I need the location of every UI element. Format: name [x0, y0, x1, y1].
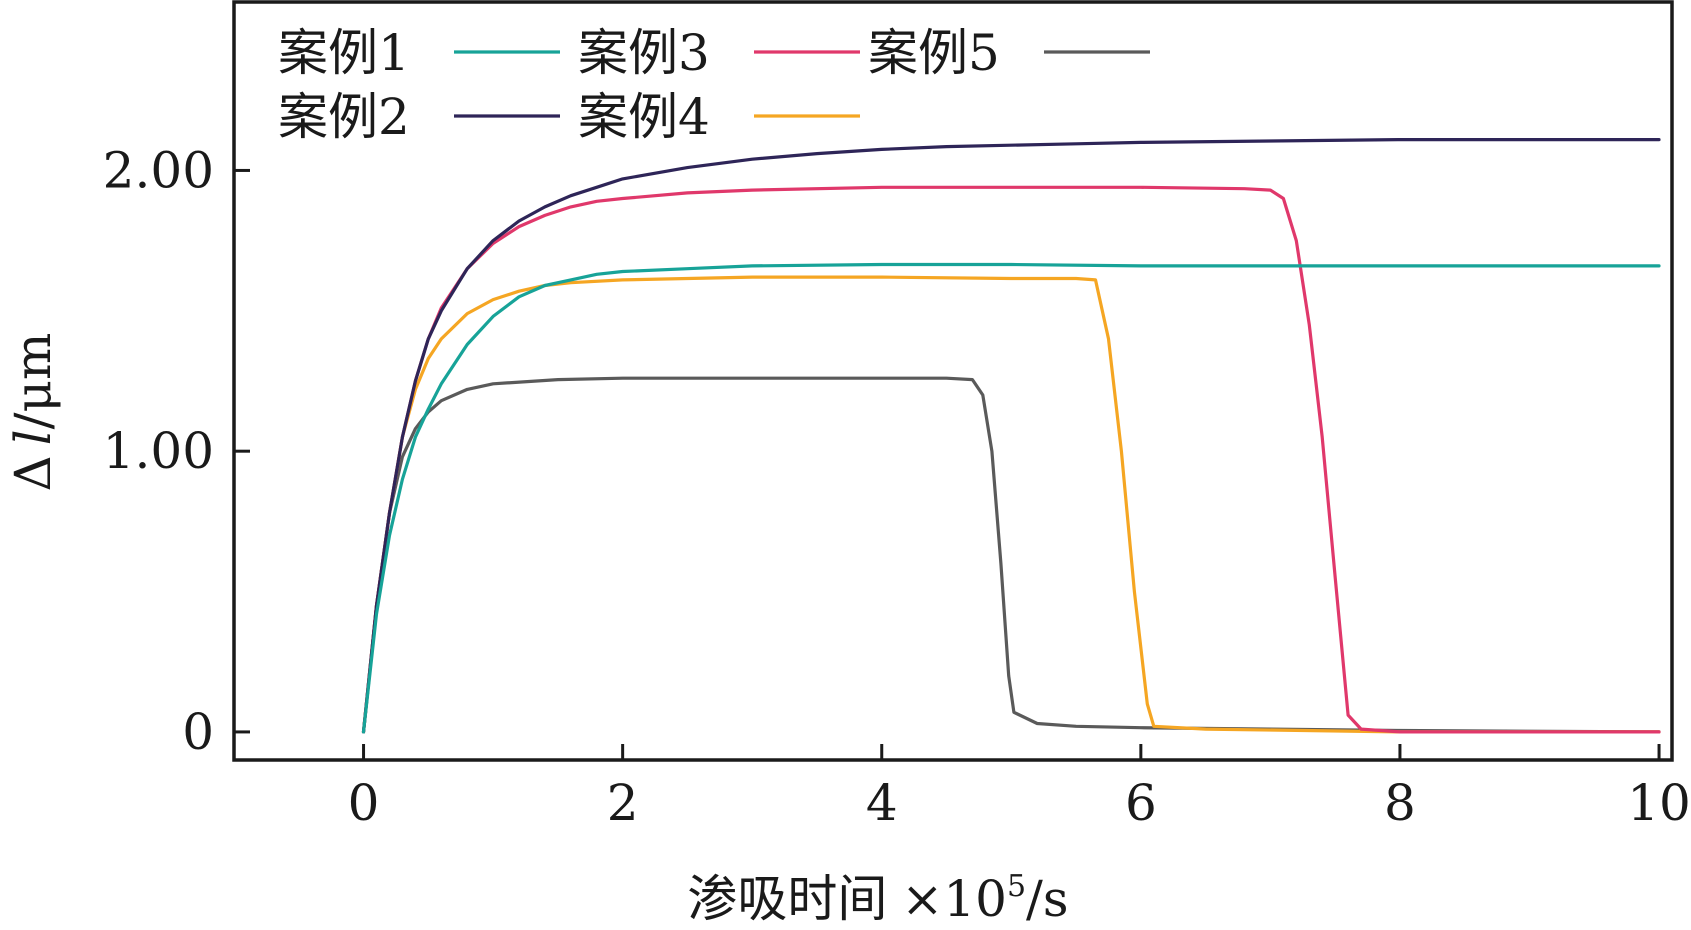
legend-label: 案例1 — [278, 24, 410, 82]
y-axis-title-var: l — [4, 429, 62, 445]
legend-item: 案例5 — [868, 24, 1150, 82]
legend-item: 案例4 — [578, 88, 860, 146]
x-axis-title-unit-suffix: /s — [1026, 870, 1069, 928]
y-tick-label: 0 — [182, 703, 214, 761]
series-line-3 — [361, 185, 1661, 734]
x-tick-label: 4 — [866, 774, 898, 832]
legend-label: 案例3 — [578, 24, 710, 82]
x-axis-title-unit-exp: 5 — [1007, 869, 1026, 904]
axis-titles: 渗吸时间 ×105/s Δl/μm — [4, 333, 1069, 928]
y-tick-label: 2.00 — [103, 141, 214, 199]
legend-label: 案例4 — [578, 88, 710, 146]
series-line-2 — [361, 138, 1661, 734]
legend: 案例1 案例3 案例5 案例2 案例4 — [278, 24, 1150, 146]
x-axis-title-unit-prefix: ×10 — [901, 870, 1007, 928]
plot-frame — [232, 0, 1674, 762]
series-line-5 — [361, 376, 1661, 734]
x-tick-label: 2 — [607, 774, 639, 832]
plot-area — [361, 138, 1661, 734]
y-axis-title: Δl/μm — [4, 333, 62, 492]
legend-item: 案例3 — [578, 24, 860, 82]
x-axis-title-main: 渗吸时间 — [687, 870, 887, 928]
legend-item: 案例2 — [278, 88, 560, 146]
legend-label: 案例2 — [278, 88, 410, 146]
x-tick-label: 0 — [348, 774, 380, 832]
x-tick-label: 6 — [1125, 774, 1157, 832]
y-axis-title-main: Δ — [4, 455, 62, 491]
axes: 0 2 4 6 8 10 0 1.00 2.00 — [103, 0, 1691, 832]
x-tick-label: 8 — [1384, 774, 1416, 832]
x-axis-title: 渗吸时间 ×105/s — [687, 869, 1068, 928]
series-line-1 — [361, 262, 1661, 734]
series-line-4 — [361, 275, 1661, 734]
x-tick-label: 10 — [1627, 774, 1691, 832]
legend-item: 案例1 — [278, 24, 560, 82]
y-tick-label: 1.00 — [103, 422, 214, 480]
legend-label: 案例5 — [868, 24, 1000, 82]
y-axis-title-unit: /μm — [4, 333, 62, 430]
